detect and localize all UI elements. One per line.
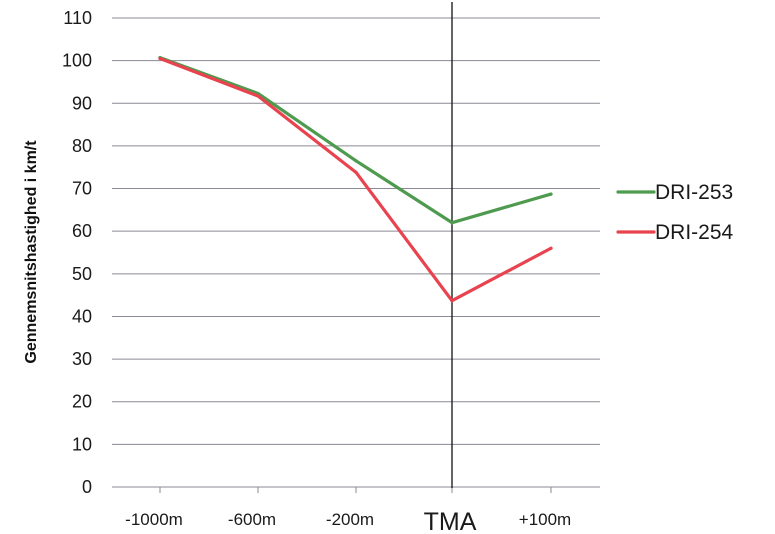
data-point-dri-253-2 xyxy=(354,159,358,163)
y-tick-labels: 0 10 20 30 40 50 60 70 80 90 100 110 xyxy=(62,8,92,497)
y-tick-label-30: 30 xyxy=(72,349,92,369)
data-point-dri-254-3 xyxy=(450,299,454,303)
data-point-dri-253-4 xyxy=(549,192,553,196)
y-tick-label-100: 100 xyxy=(62,51,92,71)
data-point-dri-254-4 xyxy=(549,246,553,250)
y-tick-label-90: 90 xyxy=(72,93,92,113)
x-tick-label-0: -1000m xyxy=(125,510,183,529)
y-tick-label-80: 80 xyxy=(72,136,92,156)
legend-label-dri-254: DRI-254 xyxy=(655,221,734,244)
data-point-dri-254-1 xyxy=(256,94,260,98)
y-tick-label-70: 70 xyxy=(72,179,92,199)
legend: DRI-253 DRI-254 xyxy=(616,181,734,244)
y-tick-label-40: 40 xyxy=(72,306,92,326)
y-tick-label-50: 50 xyxy=(72,264,92,284)
data-point-dri-254-0 xyxy=(158,56,162,61)
x-tick-label-1: -600m xyxy=(228,510,276,529)
legend-label-dri-253: DRI-253 xyxy=(655,181,733,204)
y-tick-label-20: 20 xyxy=(72,392,92,412)
x-tick-label-3: TMA xyxy=(424,508,477,534)
grid-lines xyxy=(112,17,600,493)
x-tick-label-4: +100m xyxy=(519,510,571,529)
x-tick-label-2: -200m xyxy=(326,510,374,529)
y-tick-label-60: 60 xyxy=(72,221,92,241)
series-line-dri-254 xyxy=(158,56,553,303)
x-tick-labels: -1000m -600m -200m TMA +100m xyxy=(125,508,571,534)
series-layer xyxy=(158,56,553,303)
y-tick-label-110: 110 xyxy=(63,8,92,28)
data-point-dri-254-2 xyxy=(354,170,358,174)
y-tick-label-0: 0 xyxy=(82,477,92,497)
y-tick-label-10: 10 xyxy=(72,434,92,454)
data-point-dri-253-3 xyxy=(450,221,454,225)
y-axis-title: Gennemsnitshastighed i km/t xyxy=(23,140,40,364)
